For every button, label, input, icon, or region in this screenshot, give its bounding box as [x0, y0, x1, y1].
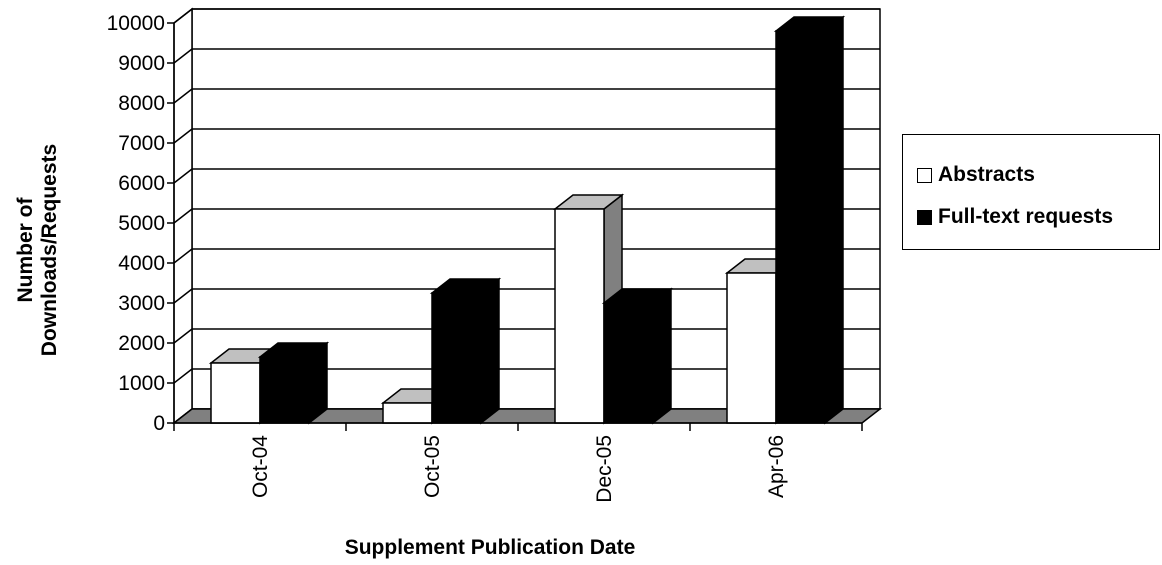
- bar-front: [775, 30, 826, 424]
- y-tick-label: 2000: [118, 332, 165, 355]
- bars: [208, 15, 846, 425]
- gridline-side: [173, 8, 193, 24]
- y-tick-label: 6000: [118, 172, 165, 195]
- gridline-side: [173, 288, 193, 304]
- legend-swatch-full-text: [917, 209, 932, 225]
- y-tick-label: 5000: [118, 212, 165, 235]
- y-tick-label: 8000: [118, 92, 165, 115]
- bar-front: [259, 356, 310, 424]
- bar-full-text-requests-oct-05: [429, 277, 502, 425]
- y-tick-label: 9000: [118, 52, 165, 75]
- x-axis-title: Supplement Publication Date: [345, 536, 636, 559]
- y-tick-label: 3000: [118, 292, 165, 315]
- x-tick-label-dec-05: Dec-05: [593, 435, 616, 503]
- gridline-side: [173, 248, 193, 264]
- legend: Abstracts Full-text requests: [902, 134, 1160, 250]
- y-axis-title-line1: Number of: [14, 196, 37, 302]
- bar-front: [554, 208, 605, 424]
- gridline-side: [173, 128, 193, 144]
- gridline-side: [173, 88, 193, 104]
- x-tick-labels: Oct-04 Oct-05 Dec-05 Apr-06: [249, 435, 788, 503]
- bar-front: [726, 272, 777, 424]
- y-tick-label: 10000: [107, 12, 165, 35]
- bar-front: [431, 292, 482, 424]
- x-tick-label-oct-05: Oct-05: [421, 435, 444, 498]
- gridline-side: [173, 48, 193, 64]
- y-tick-labels: 0 1000 2000 3000 4000 5000 6000 7000 8000 9000 100…: [107, 12, 165, 435]
- y-tick-label: 0: [153, 412, 165, 435]
- legend-label-abstracts: Abstracts: [938, 163, 1035, 186]
- y-tick-label: 4000: [118, 252, 165, 275]
- gridline-side: [173, 168, 193, 184]
- bar-front: [382, 402, 433, 424]
- y-axis-title-line2: Downloads/Requests: [38, 144, 61, 356]
- bar-full-text-requests-apr-06: [773, 15, 846, 425]
- bar-full-text-requests-oct-04: [257, 341, 330, 425]
- bar-full-text-requests-dec-05: [601, 287, 674, 425]
- bar-side: [652, 287, 672, 425]
- y-tick-label: 1000: [118, 372, 165, 395]
- bar-front: [603, 302, 654, 424]
- bar-side: [824, 15, 844, 425]
- legend-label-full-text: Full-text requests: [938, 205, 1114, 228]
- legend-swatch-abstracts: [917, 167, 932, 183]
- bar-side: [480, 277, 500, 425]
- legend-item-full-text: Full-text requests: [917, 205, 1113, 229]
- axes: [167, 22, 863, 431]
- x-tick-label-oct-04: Oct-04: [249, 435, 272, 498]
- bar-front: [210, 362, 261, 424]
- y-tick-label: 7000: [118, 132, 165, 155]
- x-tick-label-apr-06: Apr-06: [765, 435, 788, 498]
- gridline-side: [173, 208, 193, 224]
- gridline-side: [173, 368, 193, 384]
- gridline-side: [173, 328, 193, 344]
- legend-item-abstracts: Abstracts: [917, 163, 1035, 187]
